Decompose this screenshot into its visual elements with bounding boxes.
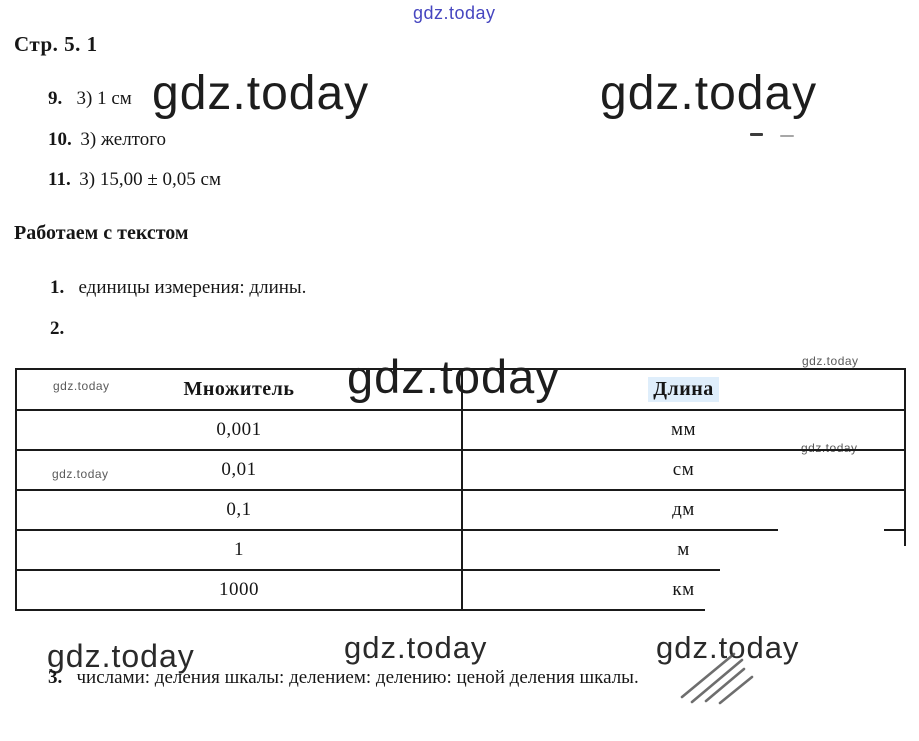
table-cell-multiplier: 0,01 bbox=[221, 459, 257, 480]
table-row-divider bbox=[15, 529, 778, 531]
section-item-2: 2. bbox=[50, 318, 64, 340]
item-number: 9. bbox=[48, 88, 63, 109]
watermark-gdz-large-left: gdz.today bbox=[152, 67, 370, 120]
watermark-gdz-top-blue: gdz.today bbox=[413, 3, 496, 23]
table-row-divider bbox=[15, 449, 906, 451]
table-row-divider-fragment bbox=[884, 529, 906, 531]
item-text: 3) 1 см bbox=[76, 88, 132, 109]
page-title: Стр. 5. 1 bbox=[14, 32, 98, 56]
table-cell-unit: мм bbox=[670, 419, 697, 440]
scan-artifact-dash bbox=[750, 133, 763, 136]
table-header-multiplier: Множитель bbox=[183, 378, 295, 400]
item-number: 2. bbox=[50, 318, 65, 339]
item-text: единицы измерения: длины. bbox=[78, 277, 307, 298]
table-border-bottom bbox=[15, 609, 705, 611]
watermark-gdz-small: gdz.today bbox=[802, 354, 859, 368]
answer-item-10: 10. 3) желтого bbox=[48, 129, 166, 151]
item-text: 3) желтого bbox=[80, 129, 167, 150]
item-text: 3) 15,00 ± 0,05 см bbox=[79, 169, 221, 190]
item-text: числами: деления шкалы: делением: делени… bbox=[76, 667, 639, 688]
table-border-left bbox=[15, 368, 17, 611]
pen-scribble-mark bbox=[680, 652, 754, 705]
table-border-right bbox=[904, 368, 906, 546]
scan-artifact-dash bbox=[780, 135, 794, 137]
table-cell-multiplier: 0,1 bbox=[226, 499, 252, 520]
watermark-gdz-large-right: gdz.today bbox=[600, 67, 818, 120]
item-number: 1. bbox=[50, 277, 65, 298]
section-title: Работаем с текстом bbox=[14, 222, 189, 244]
table-row-divider bbox=[15, 489, 906, 491]
watermark-gdz-bottom-center: gdz.today bbox=[344, 630, 488, 665]
section-item-3: 3. числами: деления шкалы: делением: дел… bbox=[48, 667, 639, 689]
item-number: 10. bbox=[48, 129, 72, 150]
item-number: 11. bbox=[48, 169, 71, 190]
units-conversion-table: Множитель Длина 0,001 мм 0,01 см 0,1 дм … bbox=[15, 368, 906, 611]
table-header-length-label: Длина bbox=[648, 377, 719, 402]
table-cell-unit: дм bbox=[672, 499, 695, 520]
answer-item-11: 11. 3) 15,00 ± 0,05 см bbox=[48, 169, 221, 191]
section-item-1: 1. единицы измерения: длины. bbox=[50, 277, 306, 299]
table-cell-unit: км bbox=[672, 579, 695, 600]
table-cell-multiplier: 1000 bbox=[219, 579, 259, 600]
table-cell-unit: см bbox=[672, 459, 695, 480]
table-column-divider bbox=[461, 368, 463, 611]
table-cell-unit: м bbox=[677, 539, 690, 560]
table-border-top bbox=[15, 368, 906, 370]
answer-item-9: 9. 3) 1 см bbox=[48, 88, 132, 110]
table-header-length: Длина bbox=[463, 370, 904, 409]
table-row-divider bbox=[15, 409, 906, 411]
item-number: 3. bbox=[48, 667, 63, 688]
table-cell-multiplier: 1 bbox=[234, 539, 244, 560]
table-row-divider bbox=[15, 569, 720, 571]
table-cell-multiplier: 0,001 bbox=[216, 419, 262, 440]
